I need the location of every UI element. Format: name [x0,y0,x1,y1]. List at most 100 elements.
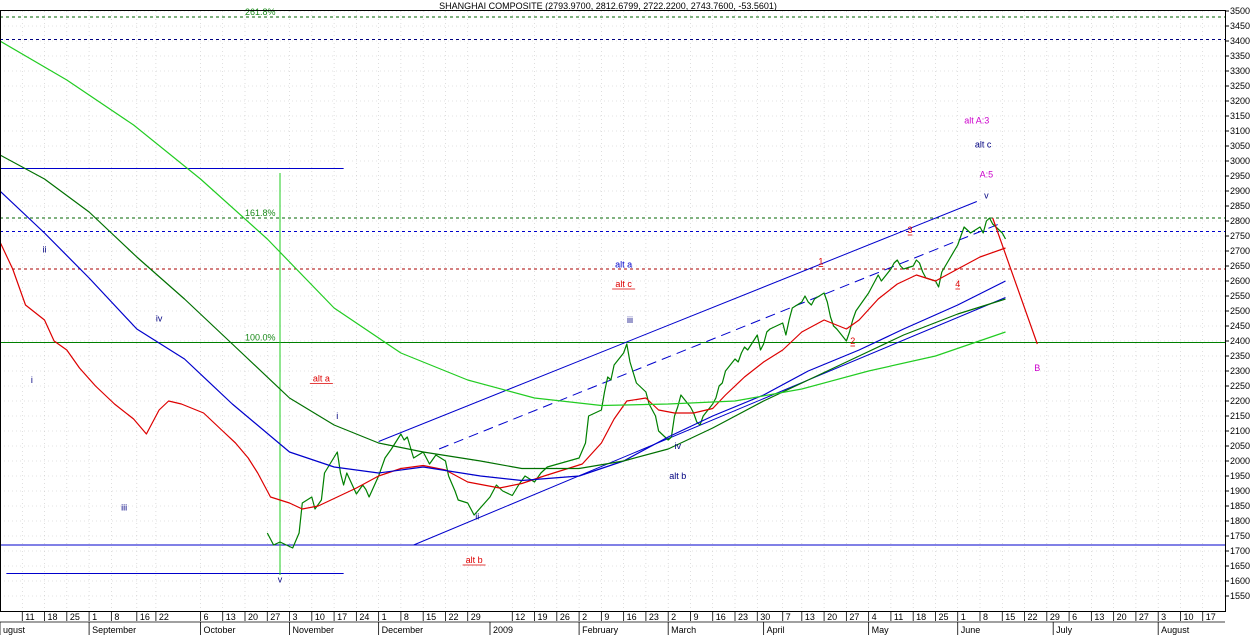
x-tick-label: 11 [25,612,34,622]
x-tick-label: 27 [1139,612,1149,622]
chart-title: SHANGHAI COMPOSITE (2793.9700, 2812.6799… [439,1,777,11]
x-tick-label: 4 [872,612,877,622]
x-tick-label: 7 [786,612,791,622]
x-tick-label: 3 [293,612,298,622]
wave-label: alt c [615,279,632,289]
wave-label: iii [121,503,127,513]
wave-label: 1 [818,257,823,267]
y-tick-label: 2850 [1230,201,1250,211]
x-tick-label: 1 [382,612,387,622]
x-tick-label: 18 [916,612,926,622]
wave-label: ii [43,245,47,255]
x-month-label: December [382,625,424,635]
y-tick-label: 2750 [1230,231,1250,241]
x-month-label: April [767,625,785,635]
x-month-label: March [671,625,696,635]
wave-label: B [1034,363,1040,373]
x-tick-label: 2 [671,612,676,622]
x-tick-label: 8 [114,612,119,622]
x-tick-label: 11 [894,612,903,622]
x-tick-label: 16 [716,612,726,622]
x-tick-label: 23 [738,612,748,622]
y-tick-label: 3150 [1230,111,1250,121]
y-tick-label: 3450 [1230,21,1250,31]
level-label: 100.0% [245,333,276,343]
x-tick-label: 22 [1028,612,1038,622]
y-tick-label: 1900 [1230,486,1250,496]
y-tick-label: 2000 [1230,456,1250,466]
y-tick-label: 2950 [1230,171,1250,181]
x-tick-label: 17 [1206,612,1216,622]
x-tick-label: 3 [1161,612,1166,622]
level-label: 161.8% [245,208,276,218]
y-tick-label: 3100 [1230,126,1250,136]
x-tick-label: 29 [1050,612,1060,622]
wave-label: alt A:3 [964,116,989,126]
x-month-label: May [872,625,890,635]
wave-label: v [278,575,283,585]
x-month-label: February [582,625,619,635]
y-tick-label: 3400 [1230,36,1250,46]
wave-label: ii [475,512,479,522]
x-tick-label: 13 [226,612,236,622]
x-tick-label: 20 [248,612,258,622]
x-month-label: October [203,625,235,635]
x-tick-label: 26 [560,612,570,622]
level-label: 261.8% [245,7,276,17]
wave-label: iii [627,315,633,325]
y-tick-label: 3050 [1230,141,1250,151]
x-month-label: July [1056,625,1073,635]
series-layer [0,40,1038,549]
trend-line [413,297,1006,546]
series-line [992,217,1038,345]
y-tick-label: 1950 [1230,471,1250,481]
levels-layer: 261.8% 161.8% 100.0% [0,7,1225,574]
wave-label: 3 [907,225,912,235]
x-tick-label: 30 [760,612,770,622]
x-tick-label: 16 [140,612,150,622]
wave-label: v [984,191,989,201]
series-line [0,154,1006,470]
wave-label: 2 [850,336,855,346]
series-line [0,40,1006,407]
y-tick-label: 1550 [1230,591,1250,601]
x-tick-label: 10 [1183,612,1193,622]
y-tick-label: 2050 [1230,441,1250,451]
wave-label: alt a [615,260,632,270]
wave-label: alt c [975,140,992,150]
wave-label: i [336,411,338,421]
x-tick-label: 13 [1094,612,1104,622]
x-tick-label: 8 [983,612,988,622]
x-tick-label: 23 [649,612,659,622]
x-tick-label: 16 [627,612,637,622]
y-tick-label: 3300 [1230,66,1250,76]
trend-line [378,201,978,442]
x-tick-label: 22 [448,612,458,622]
wave-label: A:5 [980,170,994,180]
y-tick-label: 3000 [1230,156,1250,166]
x-tick-label: 27 [849,612,859,622]
y-tick-label: 2500 [1230,306,1250,316]
x-tick-label: 9 [693,612,698,622]
x-tick-label: 15 [1005,612,1015,622]
y-axis: 1550 1600 1650 1700 1750 1800 1850 1900 1950 2000… [1225,6,1250,601]
trend-line [438,223,1000,450]
x-tick-label: 20 [1117,612,1127,622]
x-tick-label: 12 [515,612,525,622]
grid-layer [0,10,1225,611]
y-tick-label: 1850 [1230,501,1250,511]
x-tick-label: 20 [827,612,837,622]
x-tick-label: 29 [471,612,481,622]
x-tick-label: 1 [92,612,97,622]
x-tick-label: 24 [359,612,369,622]
series-line [0,190,1006,482]
x-tick-label: 22 [159,612,169,622]
x-axis: 11 18 25 1 8 16 22 6 13 20 27 3 10 17 24 1 8 15 22 29 12 19 26… [0,611,1225,635]
wave-label: alt a [313,374,330,384]
y-tick-label: 1650 [1230,561,1250,571]
y-tick-label: 3350 [1230,51,1250,61]
x-tick-label: 15 [426,612,436,622]
y-tick-label: 3250 [1230,81,1250,91]
trend-lines-layer [279,173,1006,575]
